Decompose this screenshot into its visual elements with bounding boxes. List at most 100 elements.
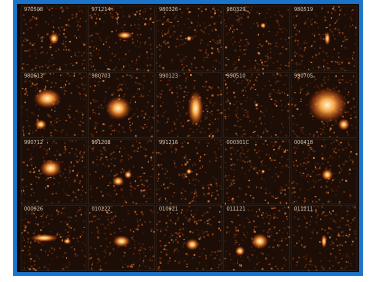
noise xyxy=(348,207,349,208)
image-tile: 010222 xyxy=(89,206,155,271)
noise xyxy=(270,51,271,53)
noise xyxy=(108,36,109,37)
noise xyxy=(302,55,304,57)
noise xyxy=(24,267,25,269)
noise xyxy=(293,24,294,25)
noise xyxy=(234,243,236,245)
noise xyxy=(291,182,293,183)
noise xyxy=(226,57,228,58)
noise xyxy=(312,201,313,203)
noise xyxy=(123,95,124,97)
noise xyxy=(82,43,83,44)
noise xyxy=(271,99,273,100)
noise xyxy=(237,262,238,263)
noise xyxy=(167,187,169,188)
noise xyxy=(179,101,181,102)
noise xyxy=(334,48,335,49)
noise xyxy=(22,250,24,251)
noise xyxy=(69,152,70,153)
noise xyxy=(118,124,120,126)
noise xyxy=(350,265,351,266)
noise xyxy=(121,27,123,28)
noise xyxy=(34,84,36,86)
noise xyxy=(54,127,55,128)
noise xyxy=(94,128,96,129)
noise xyxy=(225,203,226,205)
noise xyxy=(115,187,116,189)
noise xyxy=(111,125,112,127)
noise xyxy=(323,34,324,35)
noise xyxy=(106,216,108,217)
noise xyxy=(204,132,206,133)
noise xyxy=(271,231,273,233)
noise xyxy=(281,75,283,76)
noise xyxy=(267,58,269,60)
noise xyxy=(142,244,144,246)
noise xyxy=(323,51,324,53)
noise xyxy=(164,245,165,247)
noise xyxy=(78,86,79,88)
noise xyxy=(123,81,124,82)
noise xyxy=(278,209,279,211)
noise xyxy=(37,200,38,202)
noise xyxy=(250,88,251,89)
noise xyxy=(284,93,285,95)
noise xyxy=(203,23,204,25)
noise xyxy=(156,111,157,113)
noise xyxy=(346,214,347,215)
noise xyxy=(200,220,201,221)
noise xyxy=(342,75,343,77)
noise xyxy=(168,132,169,133)
noise xyxy=(280,64,281,66)
noise xyxy=(233,64,235,65)
noise xyxy=(90,257,92,258)
noise xyxy=(68,19,69,21)
noise xyxy=(240,39,242,41)
noise xyxy=(24,81,26,82)
noise xyxy=(301,164,302,166)
noise xyxy=(27,29,29,30)
noise xyxy=(281,172,282,174)
noise xyxy=(140,15,141,17)
noise xyxy=(207,57,209,59)
noise xyxy=(103,251,104,252)
noise xyxy=(205,118,207,120)
noise xyxy=(326,187,327,188)
noise xyxy=(279,24,280,26)
noise xyxy=(68,217,70,218)
noise xyxy=(259,209,260,211)
noise xyxy=(30,258,32,259)
noise xyxy=(262,268,264,270)
noise xyxy=(256,108,258,110)
noise xyxy=(71,246,73,247)
noise xyxy=(324,77,326,78)
noise xyxy=(132,202,133,204)
noise xyxy=(262,217,263,219)
noise xyxy=(320,260,322,262)
noise xyxy=(119,95,120,97)
noise xyxy=(195,191,197,193)
noise xyxy=(199,262,201,264)
noise xyxy=(56,151,57,152)
noise xyxy=(35,57,36,59)
noise xyxy=(30,184,32,185)
noise xyxy=(31,19,32,21)
noise xyxy=(105,149,106,151)
noise xyxy=(334,124,335,125)
noise xyxy=(258,157,260,159)
noise xyxy=(170,202,171,204)
noise xyxy=(263,212,264,214)
noise xyxy=(296,53,297,54)
noise xyxy=(297,64,298,65)
noise xyxy=(257,215,258,217)
noise xyxy=(183,243,184,245)
noise xyxy=(274,103,275,105)
noise xyxy=(336,238,337,240)
noise xyxy=(320,128,322,129)
noise xyxy=(134,188,136,189)
noise xyxy=(224,241,226,242)
noise xyxy=(104,233,106,234)
noise xyxy=(136,228,137,230)
noise xyxy=(47,114,48,115)
noise xyxy=(100,104,101,105)
